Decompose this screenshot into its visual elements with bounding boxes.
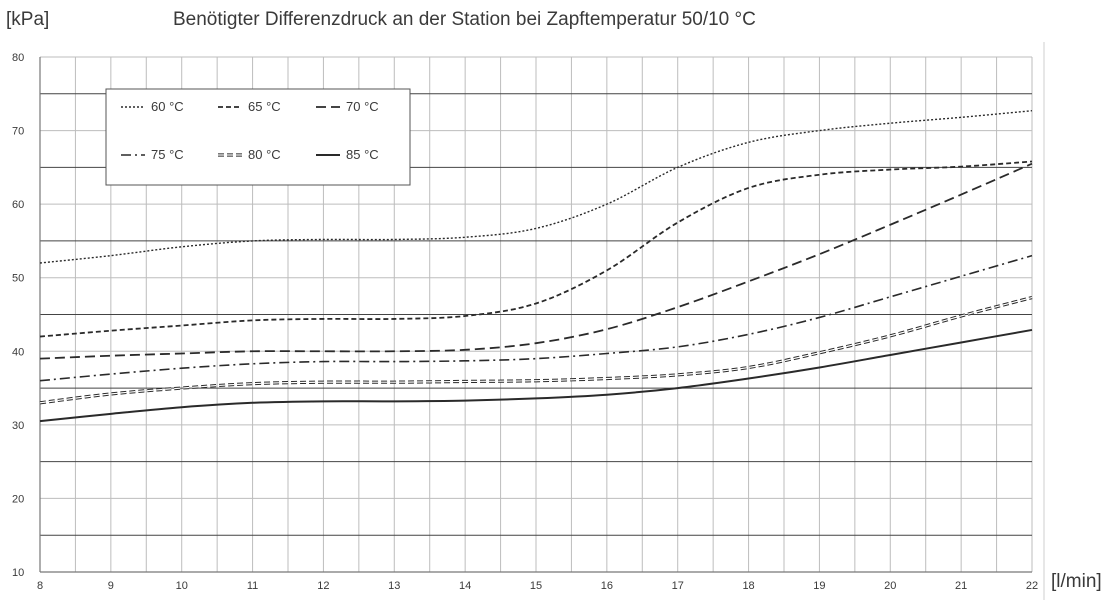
series-line-5	[39, 328, 1033, 423]
series-line-0	[39, 110, 1033, 264]
x-tick-label: 9	[108, 580, 114, 592]
series-line-4-inner	[39, 296, 1033, 404]
x-tick-label: 8	[37, 580, 43, 592]
x-tick-label: 15	[530, 580, 542, 592]
x-tick-label: 10	[176, 580, 188, 592]
legend: 60 °C 65 °C 70 °C 75 °C 80 °C 85 °C	[105, 88, 411, 186]
x-axis-label: [l/min]	[1051, 571, 1102, 592]
x-tick-label: 12	[317, 580, 329, 592]
y-tick-label: 40	[12, 346, 24, 358]
legend-label-5: 85 °C	[346, 147, 379, 162]
y-tick-label: 80	[12, 52, 24, 64]
x-tick-label: 14	[459, 580, 471, 592]
x-tick-label: 17	[672, 580, 684, 592]
y-tick-label: 20	[12, 493, 24, 505]
series-lines	[39, 110, 1033, 423]
x-tick-label: 19	[813, 580, 825, 592]
y-tick-label: 50	[12, 273, 24, 285]
y-tick-label: 10	[12, 567, 24, 579]
legend-label-1: 65 °C	[248, 99, 281, 114]
x-tick-label: 16	[601, 580, 613, 592]
series-line-3	[39, 254, 1033, 382]
x-tick-label: 22	[1026, 580, 1038, 592]
x-tick-label: 11	[247, 580, 258, 592]
y-tick-label: 70	[12, 126, 24, 138]
series-line-2	[39, 162, 1033, 360]
y-axis-label: [kPa]	[6, 9, 50, 30]
x-tick-label: 13	[388, 580, 400, 592]
x-tick-label: 21	[955, 580, 967, 592]
series-line-1	[39, 160, 1033, 338]
legend-label-0: 60 °C	[151, 99, 184, 114]
y-tick-label: 30	[12, 420, 24, 432]
chart-title: Benötigter Differenzdruck an der Station…	[173, 9, 756, 30]
legend-label-4: 80 °C	[248, 147, 281, 162]
series-line-4	[39, 296, 1033, 405]
legend-label-2: 70 °C	[346, 99, 379, 114]
y-tick-label: 60	[12, 199, 24, 211]
x-tick-label: 20	[884, 580, 896, 592]
legend-box	[105, 88, 411, 186]
legend-label-3: 75 °C	[151, 147, 184, 162]
axis-ticks: 10 20 30 40 50 60 70 80 8 9 10 11 12 13 14 15 16 17 18 19 20…	[12, 52, 1038, 592]
x-tick-label: 18	[742, 580, 754, 592]
